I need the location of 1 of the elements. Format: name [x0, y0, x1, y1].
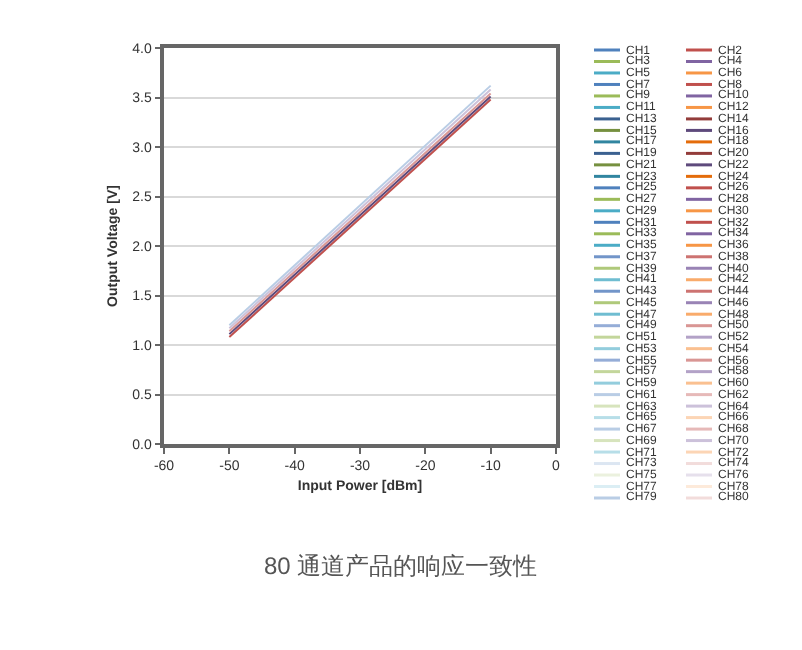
text: 80 通道产品的响应一致性 [264, 552, 538, 580]
